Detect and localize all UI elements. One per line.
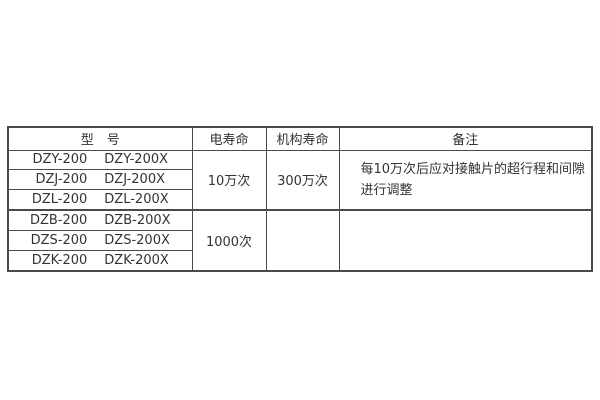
- table-row-dzy: DZY-200 DZY-200X 10万次 300万次 每10万次后应对接触片的超…: [7, 149, 593, 211]
- model-cell-dzl: DZL-200 DZL-200X: [7, 189, 193, 211]
- model-name: DZY-200: [32, 152, 88, 168]
- model-name: DZJ-200: [35, 172, 88, 188]
- model-cell-dzk: DZK-200 DZK-200X: [7, 249, 193, 272]
- table-row-dzk: DZK-200 DZK-200X: [7, 249, 592, 272]
- model-cell-dzs: DZS-200 DZS-200X: [7, 230, 193, 251]
- table-header-row: 型 号 电寿命 机构寿命 备注: [7, 126, 593, 151]
- model-name-x: DZJ-200X: [104, 172, 165, 188]
- model-name-x: DZL-200X: [104, 192, 169, 208]
- column-header-remarks: 备注: [338, 126, 593, 151]
- table-row-dzb: DZB-200 DZB-200X 1000次: [7, 209, 593, 272]
- remark-line: 每10万次后应对接触片的超行程和间隙: [360, 161, 586, 177]
- model-name-x: DZY-200X: [104, 152, 169, 168]
- model-name-x: DZS-200X: [104, 233, 170, 249]
- electrical-life-cell-group2: 1000次: [191, 209, 267, 272]
- relay-lifespan-table: 型 号 电寿命 机构寿命 备注 DZY-200 DZY-200X 10万次 300…: [7, 126, 593, 272]
- table-row-dzl: DZL-200 DZL-200X: [7, 189, 592, 211]
- column-header-model: 型 号: [7, 126, 193, 151]
- column-header-mechanism-life: 机构寿命: [265, 126, 340, 151]
- column-header-electrical-life: 电寿命: [191, 126, 267, 151]
- model-name-x: DZB-200X: [104, 213, 171, 229]
- model-name: DZK-200: [31, 252, 88, 268]
- table-row-dzs: DZS-200 DZS-200X: [7, 230, 592, 251]
- remark-line: 进行调整: [360, 182, 413, 198]
- table-row-dzj: DZJ-200 DZJ-200X: [7, 169, 592, 191]
- model-cell-dzy: DZY-200 DZY-200X: [7, 149, 193, 171]
- remarks-cell-group2: [338, 209, 593, 272]
- model-name: DZB-200: [29, 213, 88, 229]
- model-cell-dzb: DZB-200 DZB-200X: [7, 209, 193, 232]
- mechanism-life-cell-group2: [265, 209, 340, 272]
- model-name-x: DZK-200X: [104, 252, 169, 268]
- electrical-life-cell-group1: 10万次: [191, 149, 267, 211]
- model-cell-dzj: DZJ-200 DZJ-200X: [7, 169, 193, 191]
- model-name: DZL-200: [31, 192, 88, 208]
- mechanism-life-cell-group1: 300万次: [265, 149, 340, 211]
- model-name: DZS-200: [30, 233, 88, 249]
- remarks-cell-group1: 每10万次后应对接触片的超行程和间隙 进行调整: [338, 149, 593, 211]
